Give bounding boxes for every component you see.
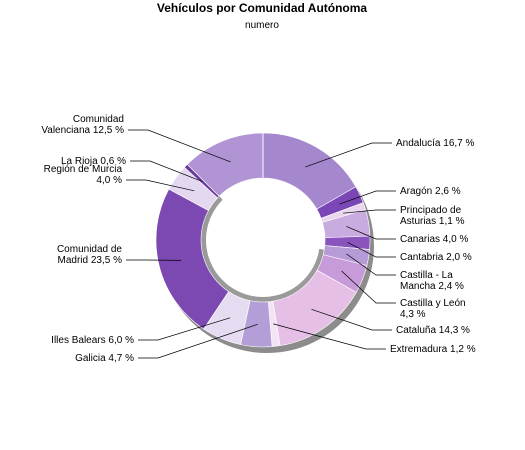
- slice-label-aragon: Aragón 2,6 %: [400, 186, 461, 197]
- slice-label-la-rioja: La Rioja 0,6 %: [61, 156, 126, 167]
- leader-line-galicia: [138, 323, 258, 359]
- leader-line-illes-balears: [138, 317, 231, 341]
- slice-comunidad-de-madrid: [155, 188, 230, 330]
- donut-inner-shadow: [201, 196, 325, 302]
- leader-line-cantabria: [347, 241, 396, 258]
- leader-line-comunidad-valenciana: [128, 129, 231, 163]
- slice-label-galicia: Galicia 4,7 %: [75, 353, 134, 364]
- slice-label-castilla-la-mancha-line1: Castilla - La: [400, 270, 453, 281]
- slice-label-illes-balears: Illes Balears 6,0 %: [51, 335, 134, 346]
- leader-line-region-de-murcia: [126, 179, 195, 192]
- leader-line-aragon: [339, 190, 396, 205]
- donut-hole: [201, 178, 325, 302]
- slice-label-andalucia: Andalucía 16,7 %: [396, 138, 474, 149]
- slice-label-principado-de-asturias-line1: Principado de: [400, 205, 462, 216]
- leader-line-cataluna: [311, 308, 392, 331]
- slice-label-region-de-murcia-line1: Región de Murcia: [44, 164, 123, 175]
- slice-label-castilla-la-mancha-line2: Mancha 2,4 %: [400, 281, 464, 292]
- leader-line-extremadura: [273, 323, 386, 350]
- leader-line-canarias: [346, 226, 396, 240]
- slice-label-cantabria: Cantabria 2,0 %: [400, 252, 472, 263]
- slice-label-castilla-y-leon-line1: Castilla y León: [400, 298, 466, 309]
- leader-line-la-rioja: [130, 160, 203, 182]
- chart-title: Vehículos por Comunidad Autónoma: [157, 1, 368, 15]
- leader-line-castilla-y-leon: [341, 270, 396, 304]
- leader-line-andalucia: [305, 142, 392, 168]
- slice-label-comunidad-de-madrid-line2: Madrid 23,5 %: [58, 255, 123, 266]
- slice-label-region-de-murcia-line2: 4,0 %: [96, 175, 122, 186]
- slice-label-canarias: Canarias 4,0 %: [400, 234, 468, 245]
- chart-subtitle: numero: [245, 20, 279, 31]
- slice-label-cataluna: Cataluña 14,3 %: [396, 325, 470, 336]
- leader-line-principado-de-asturias: [343, 209, 396, 214]
- slice-label-extremadura: Extremadura 1,2 %: [390, 344, 476, 355]
- leader-line-castilla-la-mancha: [346, 253, 396, 276]
- slice-label-comunidad-valenciana-line1: Comunidad: [73, 114, 124, 125]
- slice-label-principado-de-asturias-line2: Asturias 1,1 %: [400, 216, 465, 227]
- slice-label-comunidad-valenciana-line2: Valenciana 12,5 %: [41, 125, 124, 136]
- slice-label-comunidad-de-madrid-line1: Comunidad de: [57, 244, 122, 255]
- slice-label-castilla-y-leon-line2: 4,3 %: [400, 309, 426, 320]
